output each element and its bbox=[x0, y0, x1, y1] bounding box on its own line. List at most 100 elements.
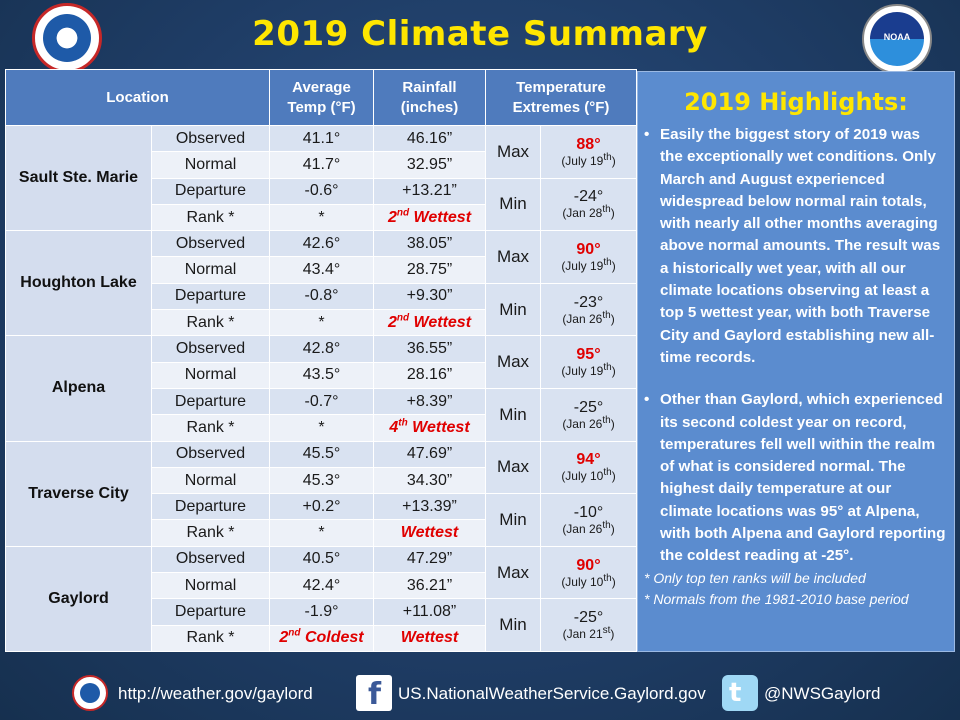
row-label: Normal bbox=[151, 361, 270, 389]
table-row: Houghton Lake Observed 42.6° 38.05” Max 90° (J… bbox=[5, 230, 637, 337]
row-label: Rank * bbox=[151, 203, 270, 232]
twitter-icon[interactable]: t bbox=[722, 675, 758, 711]
highlight-bullet-2: • Other than Gaylord, which experienced i… bbox=[644, 391, 946, 565]
row-label: Departure bbox=[151, 282, 270, 311]
highlights-panel: 2019 Highlights: • Easily the biggest sto… bbox=[637, 71, 955, 652]
facebook-icon[interactable]: f bbox=[356, 675, 392, 712]
row-label: Rank * bbox=[151, 414, 270, 442]
rain-value: 47.29” bbox=[373, 545, 486, 574]
min-label: Min bbox=[485, 282, 541, 337]
max-label: Max bbox=[485, 125, 541, 179]
table-row: Normal 41.7° 32.95” bbox=[6, 151, 637, 179]
max-extreme: 90° (July 19th) bbox=[540, 230, 637, 284]
row-label: Observed bbox=[151, 230, 270, 258]
table-row: Rank * 2nd Coldest Wettest bbox=[6, 624, 637, 652]
table-row: Normal 43.4° 28.75” bbox=[6, 256, 637, 284]
rain-value: 38.05” bbox=[373, 230, 486, 258]
max-extreme: 88° (July 19th) bbox=[540, 125, 637, 179]
station-name: Sault Ste. Marie bbox=[5, 124, 152, 232]
max-label: Max bbox=[485, 230, 541, 284]
header-avg-temp: Average Temp (°F) bbox=[269, 69, 374, 126]
rain-value: +8.39” bbox=[373, 387, 486, 416]
rain-value: +13.39” bbox=[373, 493, 486, 521]
temp-value: * bbox=[269, 203, 374, 232]
row-label: Rank * bbox=[151, 519, 270, 547]
rain-value: 36.21” bbox=[373, 572, 486, 600]
row-label: Departure bbox=[151, 387, 270, 416]
min-extreme: -25° (Jan 26th) bbox=[540, 387, 637, 442]
rain-value: 34.30” bbox=[373, 466, 486, 495]
twitter-link[interactable]: @NWSGaylord bbox=[764, 684, 881, 703]
row-label: Departure bbox=[151, 598, 270, 626]
row-label: Departure bbox=[151, 177, 270, 205]
table-row: Departure +0.2° +13.39” Min -10° (Jan 26th) bbox=[6, 493, 637, 547]
min-extreme: -25° (Jan 21st) bbox=[540, 598, 637, 652]
table-row: Departure -1.9° +11.08” Min -25° (Jan 21st) bbox=[6, 598, 637, 652]
table-row: Departure -0.7° +8.39” Min -25° (Jan 26th) bbox=[6, 387, 637, 442]
station-name: Alpena bbox=[5, 335, 152, 442]
temp-value: 42.4° bbox=[269, 572, 374, 600]
max-extreme: 95° (July 19th) bbox=[540, 335, 637, 389]
min-extreme: -24° (Jan 28th) bbox=[540, 177, 637, 232]
temp-value: 45.5° bbox=[269, 440, 374, 468]
min-extreme: -23° (Jan 26th) bbox=[540, 282, 637, 337]
min-label: Min bbox=[485, 387, 541, 442]
temp-value: 43.4° bbox=[269, 256, 374, 284]
min-label: Min bbox=[485, 493, 541, 547]
rain-value: +13.21” bbox=[373, 177, 486, 205]
station-name: Gaylord bbox=[5, 545, 152, 652]
rain-value: +9.30” bbox=[373, 282, 486, 311]
row-label: Normal bbox=[151, 256, 270, 284]
rain-value: 28.16” bbox=[373, 361, 486, 389]
row-label: Rank * bbox=[151, 309, 270, 337]
row-label: Rank * bbox=[151, 624, 270, 652]
temp-value: 43.5° bbox=[269, 361, 374, 389]
min-extreme: -10° (Jan 26th) bbox=[540, 493, 637, 547]
table-row: Normal 42.4° 36.21” bbox=[6, 572, 637, 600]
footnote-rank: * Only top ten ranks will be included bbox=[644, 569, 866, 586]
table-row: Traverse City Observed 45.5° 47.69” Max 94° (J… bbox=[5, 440, 637, 547]
rain-rank: Wettest bbox=[373, 624, 486, 652]
table-row: Normal 43.5° 28.16” bbox=[6, 361, 637, 389]
max-label: Max bbox=[485, 440, 541, 495]
table-row: Rank * * 2nd Wettest bbox=[6, 309, 637, 337]
table-row: Departure -0.8° +9.30” Min -23° (Jan 26th) bbox=[6, 282, 637, 337]
temp-value: 41.7° bbox=[269, 151, 374, 179]
header-temp-extremes: Temperature Extremes (°F) bbox=[485, 69, 637, 126]
noaa-logo: NOAA bbox=[862, 4, 932, 74]
row-label: Observed bbox=[151, 440, 270, 468]
table-row: Sault Ste. Marie Observed 41.1° 46.16” Max 88… bbox=[5, 124, 637, 232]
rain-value: 32.95” bbox=[373, 151, 486, 179]
highlights-title: 2019 Highlights: bbox=[684, 88, 908, 116]
temp-value: 45.3° bbox=[269, 466, 374, 495]
row-label: Normal bbox=[151, 572, 270, 600]
temp-value: 42.8° bbox=[269, 335, 374, 363]
footer: http://weather.gov/gaylord f US.National… bbox=[0, 675, 960, 715]
website-link[interactable]: http://weather.gov/gaylord bbox=[118, 684, 313, 703]
table-header-row: Location Average Temp (°F) Rainfall (inche… bbox=[5, 69, 637, 126]
row-label: Normal bbox=[151, 151, 270, 179]
row-label: Observed bbox=[151, 335, 270, 363]
temp-value: * bbox=[269, 414, 374, 442]
temp-value: -0.7° bbox=[269, 387, 374, 416]
table-row: Departure -0.6° +13.21” Min -24° (Jan 28th) bbox=[6, 177, 637, 232]
footnote-normals: * Normals from the 1981-2010 base period bbox=[644, 590, 909, 607]
highlight-bullet-1: • Easily the biggest story of 2019 was th… bbox=[644, 126, 941, 366]
max-extreme: 90° (July 10th) bbox=[540, 545, 637, 600]
temp-value: -0.6° bbox=[269, 177, 374, 205]
rain-value: 36.55” bbox=[373, 335, 486, 363]
temp-value: 41.1° bbox=[269, 124, 374, 153]
table-row: Rank * * Wettest bbox=[6, 519, 637, 547]
temp-value: 42.6° bbox=[269, 230, 374, 258]
nws-icon bbox=[72, 675, 108, 711]
rain-value: 28.75” bbox=[373, 256, 486, 284]
climate-table: Location Average Temp (°F) Rainfall (inche… bbox=[5, 69, 637, 652]
header-location: Location bbox=[5, 69, 270, 126]
temp-value: -0.8° bbox=[269, 282, 374, 311]
table-row: Alpena Observed 42.8° 36.55” Max 95° (July 19t… bbox=[5, 335, 637, 442]
rain-rank: 2nd Wettest bbox=[373, 309, 486, 337]
facebook-link[interactable]: US.NationalWeatherService.Gaylord.gov bbox=[398, 684, 706, 703]
temp-rank: 2nd Coldest bbox=[269, 624, 374, 652]
temp-value: +0.2° bbox=[269, 493, 374, 521]
table-row: Normal 45.3° 34.30” bbox=[6, 466, 637, 495]
